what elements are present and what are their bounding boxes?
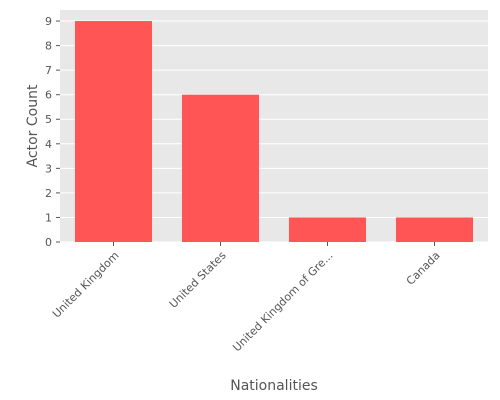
y-tick-label: 0 (45, 236, 52, 249)
bar (181, 94, 260, 242)
bar (74, 21, 153, 242)
y-tick-label: 5 (45, 113, 52, 126)
y-tick-label: 2 (45, 187, 52, 200)
bars (74, 21, 474, 242)
y-axis-ticks: 0 1 2 3 4 5 6 7 8 9 (45, 15, 60, 249)
bar (395, 217, 474, 242)
y-tick-label: 4 (45, 138, 52, 151)
x-tick-label: United States (167, 249, 229, 311)
y-axis-label: Actor Count (25, 84, 41, 167)
y-tick-label: 6 (45, 89, 52, 102)
y-tick-label: 1 (45, 211, 52, 224)
x-tick-label: Canada (404, 249, 443, 288)
x-tick-label: United Kingdom (50, 249, 122, 321)
x-axis-label: Nationalities (230, 378, 318, 394)
bar (288, 217, 367, 242)
y-tick-label: 8 (45, 40, 52, 53)
x-tick-label: United Kingdom of Gre... (230, 249, 335, 354)
y-tick-label: 7 (45, 64, 52, 77)
y-tick-label: 9 (45, 15, 52, 28)
x-axis-ticks: United Kingdom United States United Kingdo… (50, 242, 443, 354)
y-tick-label: 3 (45, 162, 52, 175)
